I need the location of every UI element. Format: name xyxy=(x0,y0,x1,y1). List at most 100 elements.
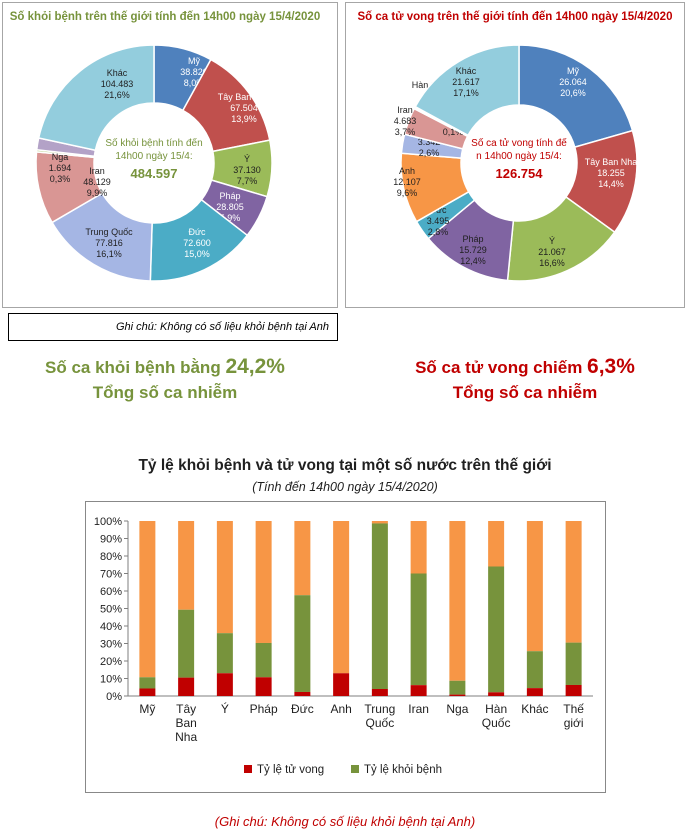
bar-recovered xyxy=(178,609,195,678)
bar-deaths xyxy=(410,685,427,696)
note-box-text: Ghi chú: Không có số liệu khỏi bệnh tại … xyxy=(115,321,329,333)
y-tick-label: 50% xyxy=(100,604,122,616)
pie-slice-label: Ý 37.130 7,7% xyxy=(233,154,261,186)
bar-deaths xyxy=(565,684,582,696)
y-tick-label: 100% xyxy=(94,516,122,528)
bar-deaths xyxy=(139,688,156,696)
pie-slice-label: Khác 104.483 21,6% xyxy=(101,68,134,100)
bar-deaths xyxy=(178,677,195,696)
bar-remaining xyxy=(139,521,156,678)
bar-remaining xyxy=(178,521,195,610)
donut-group: Mỹ 38.820 8,0% Tây Ban Nha 67.504 13,9% Ý 37.13… xyxy=(35,44,273,282)
x-tick-label: Đức xyxy=(291,702,314,716)
pie-center-value: 484.597 xyxy=(131,166,178,181)
bar-remaining xyxy=(488,521,505,567)
y-tick-label: 90% xyxy=(100,534,122,546)
x-tick-label: Pháp xyxy=(250,702,278,716)
pie-slice-label: Anh 12.107 9,6% xyxy=(393,166,421,198)
summary-deaths: Số ca tử vong chiếm 6,3% Tổng số ca nhiễ… xyxy=(380,354,670,405)
y-tick-label: 30% xyxy=(100,639,122,651)
pie-center-label-line2: n 14h00 ngày 15/4: xyxy=(476,151,562,162)
pie-center-label: Số khỏi bệnh tính đến xyxy=(105,137,202,149)
bar-deaths xyxy=(255,677,272,696)
bar-chart-subtitle: (Tính đến 14h00 ngày 15/4/2020) xyxy=(252,480,438,494)
pie-title: Số khỏi bệnh trên thế giới tính đến 14h0… xyxy=(10,11,320,23)
bar-remaining xyxy=(255,521,272,643)
pie-slice-label: Iran 4.683 3,7% xyxy=(394,105,417,137)
bar-recovered xyxy=(449,680,466,695)
pie-slice-label: Mỹ 38.820 8,0% xyxy=(180,56,208,88)
x-tick-label: Ý xyxy=(221,701,229,716)
recovered-pie-chart: Mỹ 38.820 8,0% Tây Ban Nha 67.504 13,9% Ý 37.13… xyxy=(10,11,320,282)
pie-slice xyxy=(37,44,155,152)
recovered-pie-panel: Mỹ 38.820 8,0% Tây Ban Nha 67.504 13,9% Ý 37.13… xyxy=(2,2,338,308)
bar-deaths xyxy=(216,673,233,696)
bar-recovered xyxy=(410,573,427,686)
bar-chart: 0% 10% 20% 30% 40% 50% 60% 70% 80% 90% 100% Mỹ Tây Ba… xyxy=(94,516,593,776)
pie-center-label-line2: 14h00 ngày 15/4: xyxy=(115,151,192,162)
pie-slice-label: Trung Quốc 77.816 16,1% xyxy=(85,227,133,259)
summary-recovered-value: 24,2% xyxy=(225,355,285,378)
deaths-pie-panel: Mỹ 26.064 20,6% Tây Ban Nha 18.255 14,4% Ý 21.0… xyxy=(345,2,685,308)
pie-slice-label: Tây Ban Nha 18.255 14,4% xyxy=(585,157,638,189)
x-tick-label: Trung Quốc xyxy=(364,702,395,730)
y-tick-label: 20% xyxy=(100,656,122,668)
summary-recovered-line2: Tổng số ca nhiễm xyxy=(92,383,238,402)
bar-deaths xyxy=(526,688,543,696)
pie-center-value: 126.754 xyxy=(496,166,544,181)
legend-swatch-recovered xyxy=(351,765,359,773)
x-tick-label: Hàn Quốc xyxy=(482,702,511,730)
bar-recovered xyxy=(255,642,272,678)
summary-recovered-prefix: Số ca khỏi bệnh bằng xyxy=(45,358,226,377)
summary-deaths-prefix: Số ca tử vong chiếm xyxy=(415,358,588,377)
x-tick-label: Tây Ban Nha xyxy=(175,702,197,744)
legend-label-deaths: Tỷ lệ tử vong xyxy=(257,764,324,776)
bar-deaths xyxy=(488,692,505,696)
y-tick-label: 40% xyxy=(100,621,122,633)
y-tick-label: 0% xyxy=(106,691,122,703)
bar-remaining xyxy=(410,521,427,574)
bar-chart-title: Tỷ lệ khỏi bệnh và tử vong tại một số nư… xyxy=(138,457,552,474)
pie-slice xyxy=(414,44,520,137)
note-box: Ghi chú: Không có số liệu khỏi bệnh tại … xyxy=(8,313,338,341)
bar-recovered xyxy=(139,677,156,689)
x-tick-label: Anh xyxy=(330,702,351,716)
bar-deaths xyxy=(333,673,350,696)
legend-label-recovered: Tỷ lệ khỏi bệnh xyxy=(364,764,442,776)
bottom-note: (Ghi chú: Không có số liệu khỏi bệnh tại… xyxy=(214,814,476,829)
bar-remaining xyxy=(333,521,350,674)
pie-slice-label: Pháp 28.805 5,9% xyxy=(216,191,244,223)
bar-deaths xyxy=(449,694,466,696)
y-tick-label: 70% xyxy=(100,569,122,581)
bar-recovered xyxy=(216,633,233,674)
pie-center-label: Số ca tử vong tính đế xyxy=(471,137,567,149)
pie-slice-label: Mỹ 26.064 20,6% xyxy=(559,66,587,98)
bar-remaining xyxy=(371,521,388,524)
y-tick-label: 10% xyxy=(100,674,122,686)
pie-slice-label: Tây Ban Nha 67.504 13,9% xyxy=(218,92,271,124)
x-tick-label: Iran xyxy=(408,702,429,716)
bar-remaining xyxy=(294,521,311,596)
pie-slice-label: Pháp 15.729 12,4% xyxy=(459,234,487,266)
bar-recovered xyxy=(526,651,543,689)
pie-slice-label: Khác 21.617 17,1% xyxy=(452,66,480,98)
x-tick-label: Mỹ xyxy=(139,702,155,716)
pie-slice xyxy=(518,44,634,149)
donut-group: Mỹ 26.064 20,6% Tây Ban Nha 18.255 14,4% Ý 21.0… xyxy=(393,44,638,282)
bar-recovered xyxy=(294,595,311,692)
y-tick-label: 80% xyxy=(100,551,122,563)
bar-chart-panel: 0% 10% 20% 30% 40% 50% 60% 70% 80% 90% 100% Mỹ Tây Ba… xyxy=(85,501,606,793)
pie-slice-label: Ý 21.067 16,6% xyxy=(538,236,566,268)
bar-remaining xyxy=(526,521,543,652)
x-tick-label: Nga xyxy=(446,702,468,716)
pie-title: Số ca tử vong trên thế giới tính đến 14h… xyxy=(358,11,673,23)
bar-remaining xyxy=(216,521,233,634)
x-tick-label: Thế giới xyxy=(563,702,584,730)
summary-deaths-line2: Tổng số ca nhiễm xyxy=(452,383,598,402)
x-tick-label: Khác xyxy=(521,702,548,716)
bar-recovered xyxy=(488,566,505,693)
pie-slice-label: Nga 1.694 0,3% xyxy=(49,152,72,184)
deaths-pie-chart: Mỹ 26.064 20,6% Tây Ban Nha 18.255 14,4% Ý 21.0… xyxy=(358,11,673,282)
bar-remaining xyxy=(449,521,466,681)
pie-slice-label: Iran 48.129 9,9% xyxy=(83,166,111,198)
